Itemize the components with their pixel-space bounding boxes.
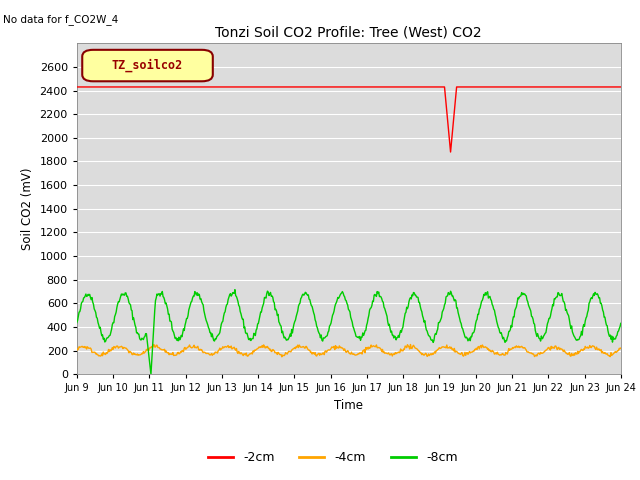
Y-axis label: Soil CO2 (mV): Soil CO2 (mV) [21,168,34,250]
X-axis label: Time: Time [334,399,364,412]
Legend: -2cm, -4cm, -8cm: -2cm, -4cm, -8cm [203,446,463,469]
Text: TZ_soilco2: TZ_soilco2 [112,59,183,72]
FancyBboxPatch shape [82,50,212,81]
Title: Tonzi Soil CO2 Profile: Tree (West) CO2: Tonzi Soil CO2 Profile: Tree (West) CO2 [216,25,482,39]
Text: No data for f_CO2W_4: No data for f_CO2W_4 [3,14,118,25]
